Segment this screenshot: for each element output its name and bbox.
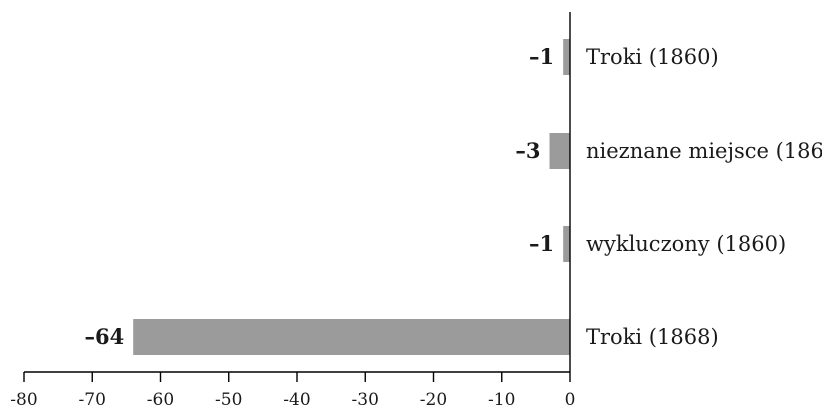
x-axis-ticks: -80 -70 -60 -50 -40 -30 -20 -10 0	[10, 372, 575, 410]
x-tick-label-8: 0	[565, 390, 576, 410]
x-tick-label-0: -80	[10, 390, 37, 410]
labels: –1 Troki (1860) –3 nieznane miejsce (1860) –…	[84, 44, 822, 349]
x-tick-label-2: -60	[147, 390, 174, 410]
x-tick-label-5: -30	[352, 390, 379, 410]
x-tick-label-6: -20	[420, 390, 447, 410]
bar-3	[133, 319, 570, 355]
bar-value-label-2: –1	[529, 231, 554, 256]
bar-2	[563, 226, 570, 262]
bars	[133, 39, 570, 355]
bar-1	[549, 133, 570, 169]
bar-value-label-3: –64	[84, 324, 124, 349]
x-tick-label-1: -70	[79, 390, 106, 410]
category-label-3: Troki (1868)	[586, 325, 719, 349]
category-label-0: Troki (1860)	[586, 45, 719, 69]
x-tick-label-3: -50	[215, 390, 242, 410]
x-tick-label-4: -40	[283, 390, 310, 410]
bar-value-label-0: –1	[529, 44, 554, 69]
category-label-2: wykluczony (1860)	[586, 232, 786, 256]
bar-0	[563, 39, 570, 75]
bar-value-label-1: –3	[515, 138, 540, 163]
x-tick-label-7: -10	[488, 390, 515, 410]
category-label-1: nieznane miejsce (1860)	[586, 139, 822, 163]
